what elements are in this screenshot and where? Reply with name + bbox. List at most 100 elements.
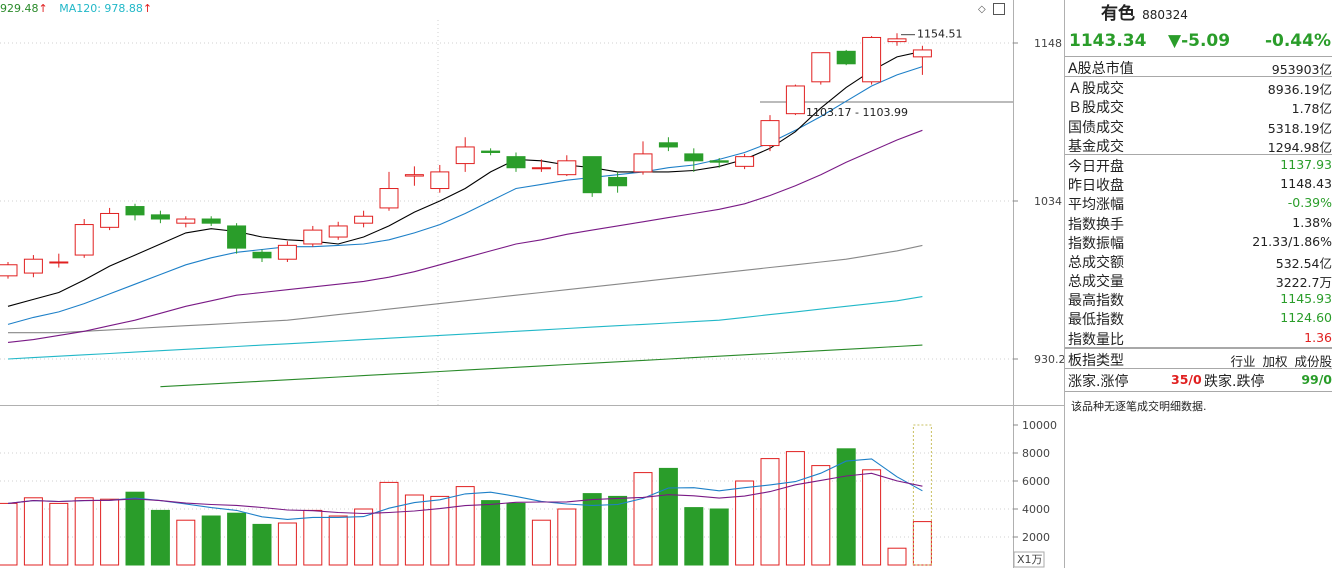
stat-label: 平均涨幅 (1068, 197, 1124, 214)
board-type-weighted[interactable]: 加权 (1262, 353, 1288, 369)
ma250-label: 929.48↑ (0, 2, 48, 15)
stat-value: 5318.19亿 (1267, 120, 1332, 136)
candle-body (608, 176, 628, 187)
candle-body (125, 206, 145, 216)
stat-row: 昨日收盘 1148.43 (1065, 174, 1332, 194)
ma120-line (7, 296, 923, 360)
stat-row: 国债成交 5318.19亿 (1065, 116, 1332, 136)
volume-bar (227, 512, 247, 566)
volume-bar (328, 515, 348, 566)
stat-list: A股总市值 953903亿 Ａ股成交 8936.19亿 Ｂ股成交 1.78亿 国债成交 531… (1065, 57, 1332, 348)
candle-body (277, 244, 297, 260)
tick-detail-note: 该品种无逐笔成交明细数据. (1065, 391, 1332, 414)
chart-canvas[interactable]: 1148 1034 930.2 10000 8000 6000 4000 2000 X1万 115… (0, 0, 1064, 568)
stat-value: 1.36 (1304, 329, 1332, 345)
board-type-constituents[interactable]: 成份股 (1294, 353, 1332, 369)
candle-body (354, 215, 374, 224)
candle-body (49, 261, 69, 264)
stat-label: 总成交量 (1068, 274, 1124, 291)
security-code: 880324 (1142, 8, 1188, 22)
stat-row: 平均涨幅 -0.39% (1065, 193, 1332, 214)
volume-bar (277, 522, 297, 566)
stat-row: 总成交量 3222.7万 (1065, 270, 1332, 291)
stat-row: A股总市值 953903亿 (1065, 57, 1332, 78)
volume-bar (125, 491, 145, 566)
volume-bar (379, 481, 399, 566)
volume-bar (481, 500, 501, 566)
candle-body (531, 167, 551, 170)
volume-bar (404, 494, 424, 566)
stat-value: 1148.43 (1280, 176, 1332, 192)
last-price: 1143.34 (1069, 31, 1147, 51)
candle-body (252, 251, 272, 259)
vol-unit-box (1013, 551, 1045, 568)
ma20-line (7, 129, 923, 343)
stat-value: 1294.98亿 (1267, 139, 1332, 155)
stat-value: -0.39% (1287, 195, 1332, 211)
volume-bar (49, 502, 69, 566)
candle-body (430, 171, 450, 190)
volume-bar (150, 509, 170, 566)
candle-body (735, 156, 755, 167)
volume-bar (506, 502, 526, 566)
volume-ma10-line (7, 472, 923, 515)
candle-body (100, 212, 120, 228)
candle-body (887, 38, 907, 43)
candle-body (379, 188, 399, 209)
stat-label: 国债成交 (1068, 119, 1124, 136)
volume-bar (23, 497, 43, 566)
selected-bar-highlight (912, 424, 932, 566)
volume-bar (887, 547, 907, 566)
candle-body (0, 264, 18, 277)
candle-body (506, 156, 526, 169)
rise-label: 涨家.涨停 (1068, 374, 1129, 390)
panel-toggle-icon[interactable] (992, 3, 1005, 15)
volume-bar (354, 508, 374, 566)
stat-row: 最低指数 1124.60 (1065, 308, 1332, 329)
stat-row: 今日开盘 1137.93 (1065, 155, 1332, 175)
volume-bar (303, 509, 323, 566)
rise-fall-row: 涨家.涨停 35/0 跌家.跌停 99/0 (1065, 369, 1332, 391)
volume-bar (531, 519, 551, 566)
stat-row: 最高指数 1145.93 (1065, 289, 1332, 310)
fall-value: 99/0 (1301, 372, 1332, 387)
kline-chart[interactable]: 1148 1034 930.2 10000 8000 6000 4000 2000 X1万 115… (0, 0, 1064, 568)
ma10-line (7, 66, 923, 325)
stat-row: 指数振幅 21.33/1.86% (1065, 232, 1332, 252)
volume-bar (608, 495, 628, 566)
candle-body (328, 225, 348, 238)
candle-body (633, 153, 653, 173)
stat-label: 今日开盘 (1068, 158, 1124, 175)
security-name: 有色 (1101, 4, 1135, 24)
stat-row: 基金成交 1294.98亿 (1065, 135, 1332, 155)
price-axis-label: 1034 (1034, 195, 1062, 208)
volume-bar (684, 507, 704, 566)
board-type-industry[interactable]: 行业 (1230, 353, 1256, 369)
candle-body (404, 174, 424, 177)
volume-bar (74, 497, 94, 566)
stat-label: 指数振幅 (1068, 235, 1124, 252)
candle-body (709, 160, 729, 163)
stat-label: 最高指数 (1068, 293, 1124, 310)
diamond-icon[interactable]: ◇ (978, 4, 986, 15)
vol-axis-label: 10000 (1022, 419, 1057, 432)
quote-panel: 有色 880324 1143.34 ▼-5.09 -0.44% A股总市值 953… (1064, 0, 1332, 568)
security-title: 有色 880324 (1065, 0, 1332, 26)
volume-bar (557, 508, 577, 566)
candle-body (150, 214, 170, 220)
ma250-line (160, 344, 923, 388)
stat-label: Ａ股成交 (1068, 81, 1124, 98)
stat-value: 8936.19亿 (1267, 82, 1332, 98)
candle-body (201, 218, 221, 224)
volume-bar (709, 508, 729, 566)
price-change-pct: -0.44% (1264, 31, 1331, 51)
stat-label: 最低指数 (1068, 312, 1124, 329)
stat-row: 指数量比 1.36 (1065, 328, 1332, 348)
stat-value: 1.78亿 (1291, 101, 1332, 117)
chart-toolbar: ◇ (978, 3, 1005, 15)
stat-label: 基金成交 (1068, 138, 1124, 155)
board-type-row: 板指类型 行业 加权 成份股 (1065, 347, 1332, 369)
stat-value: 953903亿 (1271, 62, 1332, 77)
price-axis-label: 930.2 (1034, 353, 1064, 366)
volume-bar (633, 472, 653, 566)
